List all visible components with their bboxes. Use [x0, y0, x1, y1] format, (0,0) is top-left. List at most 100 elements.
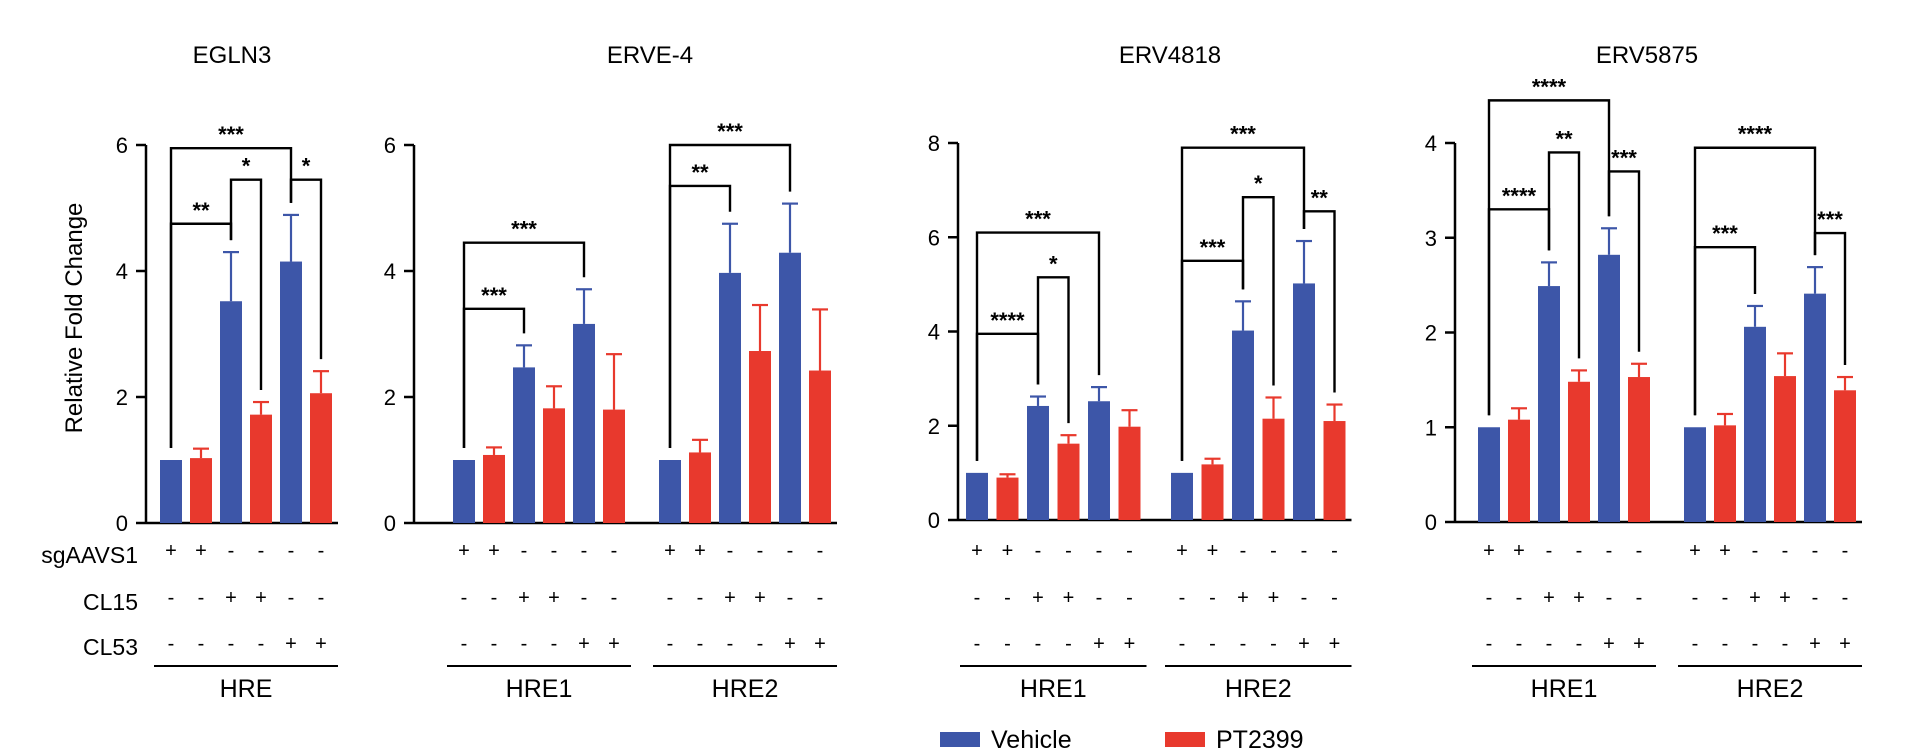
- bar-vehicle: [573, 323, 595, 523]
- condition-sign: +: [1002, 540, 1014, 562]
- condition-sign: +: [608, 633, 620, 655]
- condition-sign: -: [521, 633, 528, 655]
- condition-sign: +: [1268, 587, 1280, 609]
- bar-vehicle: [1232, 330, 1254, 520]
- bar-pt2399: [689, 452, 711, 523]
- condition-sign: -: [974, 633, 981, 655]
- condition-sign: +: [225, 587, 237, 609]
- panel-title: ERV4818: [1119, 42, 1221, 69]
- bar-pt2399: [1774, 376, 1796, 522]
- condition-sign: +: [1809, 633, 1821, 655]
- condition-sign: -: [1692, 587, 1699, 609]
- significance-label: ***: [1025, 207, 1051, 232]
- condition-sign: -: [288, 540, 295, 562]
- bar-vehicle: [659, 460, 681, 523]
- condition-sign: -: [1722, 587, 1729, 609]
- condition-sign: -: [974, 587, 981, 609]
- significance-label: ****: [1502, 183, 1537, 208]
- y-tick-label: 4: [116, 259, 128, 284]
- significance-label: **: [1555, 126, 1573, 151]
- group-label: HRE2: [1737, 675, 1804, 703]
- condition-sign: +: [784, 633, 796, 655]
- condition-sign: -: [1546, 540, 1553, 562]
- bar-pt2399: [1323, 421, 1346, 520]
- condition-sign: +: [195, 540, 207, 562]
- condition-sign: +: [971, 540, 983, 562]
- significance-label: ***: [1817, 207, 1843, 232]
- condition-sign: +: [1633, 633, 1645, 655]
- condition-sign: -: [1752, 633, 1759, 655]
- y-tick-label: 0: [928, 508, 940, 533]
- condition-sign: -: [667, 587, 674, 609]
- condition-sign: -: [727, 540, 734, 562]
- significance-label: ****: [990, 308, 1025, 333]
- significance-label: ****: [1738, 122, 1773, 147]
- bar-vehicle: [160, 460, 182, 523]
- bar-vehicle: [1804, 293, 1826, 522]
- row-label-CL53: CL53: [83, 634, 138, 660]
- condition-sign: -: [1486, 633, 1493, 655]
- condition-sign: -: [491, 587, 498, 609]
- condition-sign: -: [1812, 587, 1819, 609]
- bar-pt2399: [1834, 390, 1856, 522]
- condition-sign: -: [1270, 633, 1277, 655]
- condition-row-labels: sgAAVS1 CL15 CL53: [41, 542, 138, 660]
- condition-sign: -: [1606, 540, 1613, 562]
- condition-sign: -: [1636, 587, 1643, 609]
- condition-sign: +: [518, 587, 530, 609]
- condition-sign: +: [1779, 587, 1791, 609]
- condition-sign: +: [1329, 633, 1341, 655]
- condition-sign: +: [1124, 633, 1136, 655]
- bar-vehicle: [513, 367, 535, 523]
- condition-sign: +: [1689, 540, 1701, 562]
- condition-sign: +: [724, 587, 736, 609]
- significance-bracket: [289, 178, 323, 360]
- condition-sign: +: [814, 633, 826, 655]
- significance-bracket: [1241, 195, 1275, 386]
- condition-sign: -: [198, 587, 205, 609]
- significance-bracket: [1693, 146, 1817, 416]
- condition-sign: -: [667, 633, 674, 655]
- condition-sign: -: [198, 633, 205, 655]
- panel-title: ERVE-4: [607, 42, 693, 69]
- condition-sign: -: [521, 540, 528, 562]
- y-tick-label: 3: [1425, 226, 1437, 251]
- condition-sign: -: [1516, 633, 1523, 655]
- y-axis-label: Relative Fold Change: [61, 203, 88, 434]
- condition-sign: -: [757, 633, 764, 655]
- legend-label-vehicle: Vehicle: [991, 726, 1072, 754]
- condition-sign: -: [1179, 587, 1186, 609]
- condition-sign: -: [1096, 587, 1103, 609]
- condition-sign: +: [1298, 633, 1310, 655]
- condition-sign: +: [165, 540, 177, 562]
- bar-vehicle: [220, 301, 242, 523]
- group-label: HRE2: [712, 675, 779, 703]
- bar-vehicle: [1088, 401, 1110, 520]
- significance-label: ***: [218, 122, 244, 147]
- bar-vehicle: [1293, 283, 1315, 520]
- condition-sign: +: [1839, 633, 1851, 655]
- legend: Vehicle PT2399: [940, 726, 1304, 754]
- group-label: HRE2: [1225, 675, 1292, 703]
- significance-bracket: [975, 231, 1101, 461]
- bar-pt2399: [1568, 381, 1590, 522]
- bar-vehicle: [1171, 472, 1193, 520]
- condition-sign: -: [288, 587, 295, 609]
- condition-sign: -: [318, 587, 325, 609]
- group-label: HRE1: [1020, 675, 1087, 703]
- bar-vehicle: [779, 252, 801, 524]
- bar-pt2399: [1057, 443, 1080, 520]
- condition-sign: +: [458, 540, 470, 562]
- condition-sign: -: [461, 587, 468, 609]
- condition-sign: -: [1812, 540, 1819, 562]
- legend-swatch-pt2399: [1165, 732, 1205, 747]
- bar-pt2399: [1118, 426, 1141, 520]
- bar-pt2399: [996, 477, 1019, 520]
- significance-bracket: [1036, 276, 1070, 424]
- condition-sign: +: [754, 587, 766, 609]
- bar-pt2399: [543, 408, 565, 523]
- bar-pt2399: [1714, 425, 1736, 522]
- significance-label: ***: [1230, 122, 1256, 147]
- y-tick-label: 0: [1425, 510, 1437, 535]
- y-tick-label: 0: [116, 511, 128, 536]
